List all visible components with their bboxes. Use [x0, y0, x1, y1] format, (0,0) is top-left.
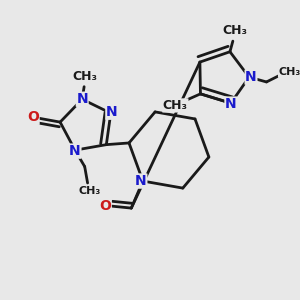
- Text: N: N: [69, 144, 81, 158]
- Text: CH₃: CH₃: [278, 67, 300, 77]
- Text: O: O: [99, 199, 111, 213]
- Text: CH₃: CH₃: [78, 186, 100, 196]
- Text: N: N: [76, 92, 88, 106]
- Text: N: N: [245, 70, 257, 84]
- Text: CH₃: CH₃: [163, 99, 188, 112]
- Text: N: N: [225, 97, 237, 111]
- Text: N: N: [106, 105, 118, 119]
- Text: O: O: [27, 110, 39, 124]
- Text: CH₃: CH₃: [222, 24, 247, 37]
- Text: N: N: [135, 174, 147, 188]
- Text: CH₃: CH₃: [73, 70, 98, 83]
